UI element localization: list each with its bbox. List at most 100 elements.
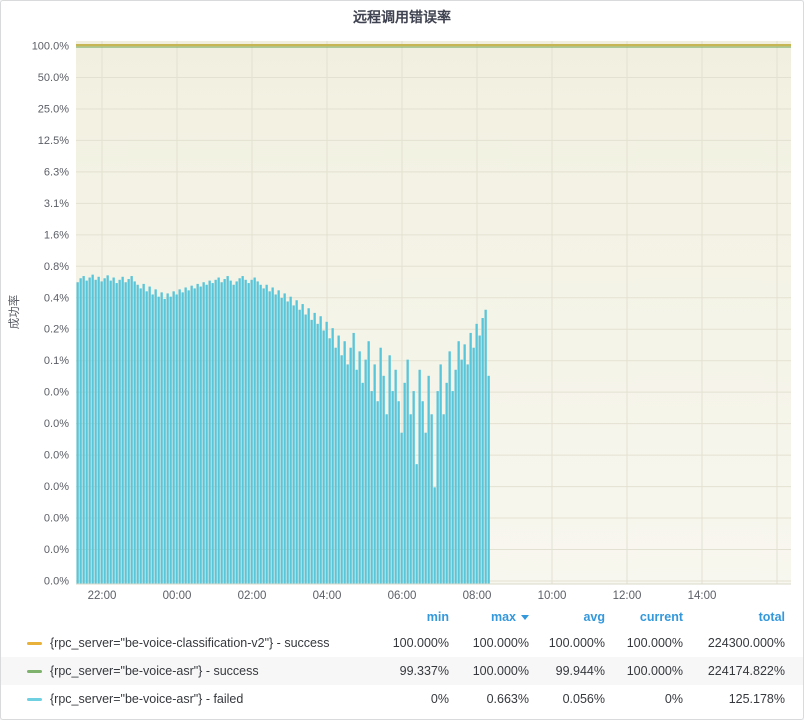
failed-rate-bar[interactable] <box>205 284 208 584</box>
failed-rate-bar[interactable] <box>286 301 289 584</box>
failed-rate-bar[interactable] <box>127 279 130 584</box>
failed-rate-bar[interactable] <box>472 347 475 584</box>
failed-rate-bar[interactable] <box>157 296 160 584</box>
failed-rate-bar[interactable] <box>292 305 295 584</box>
failed-rate-bar[interactable] <box>244 279 247 584</box>
failed-rate-bar[interactable] <box>193 288 196 584</box>
failed-rate-bar[interactable] <box>238 278 241 584</box>
failed-rate-bar[interactable] <box>190 285 193 584</box>
failed-rate-bar[interactable] <box>271 287 274 584</box>
failed-rate-bar[interactable] <box>283 293 286 584</box>
failed-rate-bar[interactable] <box>265 284 268 584</box>
failed-rate-bar[interactable] <box>187 290 190 584</box>
failed-rate-bar[interactable] <box>199 286 202 584</box>
failed-rate-bar[interactable] <box>328 338 331 584</box>
failed-rate-bar[interactable] <box>427 375 430 584</box>
failed-rate-bar[interactable] <box>175 294 178 584</box>
failed-rate-bar[interactable] <box>277 290 280 584</box>
legend-header-min[interactable]: min <box>426 610 449 624</box>
failed-rate-bar[interactable] <box>397 401 400 584</box>
failed-rate-bar[interactable] <box>307 308 310 584</box>
failed-rate-bar[interactable] <box>466 364 469 584</box>
legend-header-current[interactable]: current <box>639 610 683 624</box>
failed-rate-bar[interactable] <box>376 401 379 584</box>
failed-rate-bar[interactable] <box>85 280 88 584</box>
failed-rate-bar[interactable] <box>334 347 337 584</box>
failed-rate-bar[interactable] <box>391 391 394 584</box>
failed-rate-bar[interactable] <box>124 282 127 584</box>
failed-rate-bar[interactable] <box>82 276 85 584</box>
failed-rate-bar[interactable] <box>304 314 307 584</box>
failed-rate-bar[interactable] <box>220 282 223 584</box>
failed-rate-bar[interactable] <box>79 278 82 584</box>
failed-rate-bar[interactable] <box>91 274 94 584</box>
failed-rate-bar[interactable] <box>403 382 406 584</box>
failed-rate-bar[interactable] <box>88 277 91 584</box>
failed-rate-bar[interactable] <box>259 284 262 584</box>
failed-rate-bar[interactable] <box>115 283 118 584</box>
failed-rate-bar[interactable] <box>211 283 214 584</box>
failed-rate-bar[interactable] <box>229 280 232 584</box>
failed-rate-bar[interactable] <box>247 283 250 584</box>
failed-rate-bar[interactable] <box>484 309 487 584</box>
failed-rate-bar[interactable] <box>367 341 370 584</box>
failed-rate-bar[interactable] <box>160 292 163 584</box>
failed-rate-bar[interactable] <box>118 279 121 584</box>
failed-rate-bar[interactable] <box>166 293 169 584</box>
failed-rate-bar[interactable] <box>412 391 415 584</box>
failed-rate-bar[interactable] <box>178 289 181 584</box>
failed-rate-bar[interactable] <box>373 364 376 584</box>
failed-rate-bar[interactable] <box>400 432 403 584</box>
failed-rate-bar[interactable] <box>337 335 340 584</box>
legend-header-avg[interactable]: avg <box>583 610 605 624</box>
series-label[interactable]: {rpc_server="be-voice-asr"} - failed <box>50 692 244 706</box>
failed-rate-bar[interactable] <box>181 292 184 584</box>
failed-rate-bar[interactable] <box>103 278 106 584</box>
failed-rate-bar[interactable] <box>214 279 217 584</box>
failed-rate-bar[interactable] <box>454 369 457 584</box>
failed-rate-bar[interactable] <box>172 291 175 584</box>
legend-header-max[interactable]: max <box>449 610 529 624</box>
failed-rate-bar[interactable] <box>436 391 439 584</box>
failed-rate-bar[interactable] <box>409 414 412 584</box>
failed-rate-bar[interactable] <box>445 382 448 584</box>
failed-rate-bar[interactable] <box>310 319 313 584</box>
series-label[interactable]: {rpc_server="be-voice-classification-v2"… <box>50 636 330 650</box>
failed-rate-bar[interactable] <box>475 323 478 584</box>
failed-rate-bar[interactable] <box>295 300 298 584</box>
failed-rate-bar[interactable] <box>361 382 364 584</box>
failed-rate-bar[interactable] <box>349 347 352 584</box>
failed-rate-bar[interactable] <box>100 281 103 584</box>
failed-rate-bar[interactable] <box>379 347 382 584</box>
failed-rate-bar[interactable] <box>169 296 172 584</box>
failed-rate-bar[interactable] <box>331 328 334 584</box>
failed-rate-bar[interactable] <box>232 284 235 584</box>
failed-rate-bar[interactable] <box>184 287 187 584</box>
failed-rate-bar[interactable] <box>139 288 142 584</box>
failed-rate-bar[interactable] <box>316 323 319 584</box>
legend-header-total[interactable]: total <box>758 610 785 624</box>
series-label[interactable]: {rpc_server="be-voice-asr"} - success <box>50 664 259 678</box>
failed-rate-bar[interactable] <box>298 309 301 584</box>
failed-rate-bar[interactable] <box>364 359 367 584</box>
failed-rate-bar[interactable] <box>280 297 283 584</box>
failed-rate-bar[interactable] <box>322 330 325 584</box>
failed-rate-bar[interactable] <box>253 277 256 584</box>
failed-rate-bar[interactable] <box>415 464 418 584</box>
failed-rate-bar[interactable] <box>451 391 454 584</box>
failed-rate-bar[interactable] <box>433 487 436 584</box>
failed-rate-bar[interactable] <box>154 289 157 584</box>
failed-rate-bar[interactable] <box>487 375 490 584</box>
failed-rate-bar[interactable] <box>382 375 385 584</box>
failed-rate-bar[interactable] <box>406 359 409 584</box>
failed-rate-bar[interactable] <box>97 276 100 584</box>
failed-rate-bar[interactable] <box>241 276 244 584</box>
failed-rate-bar[interactable] <box>130 276 133 584</box>
failed-rate-bar[interactable] <box>106 275 109 584</box>
failed-rate-bar[interactable] <box>289 296 292 584</box>
failed-rate-bar[interactable] <box>235 281 238 584</box>
failed-rate-bar[interactable] <box>223 279 226 584</box>
failed-rate-bar[interactable] <box>463 344 466 584</box>
failed-rate-bar[interactable] <box>424 432 427 584</box>
failed-rate-bar[interactable] <box>439 364 442 584</box>
